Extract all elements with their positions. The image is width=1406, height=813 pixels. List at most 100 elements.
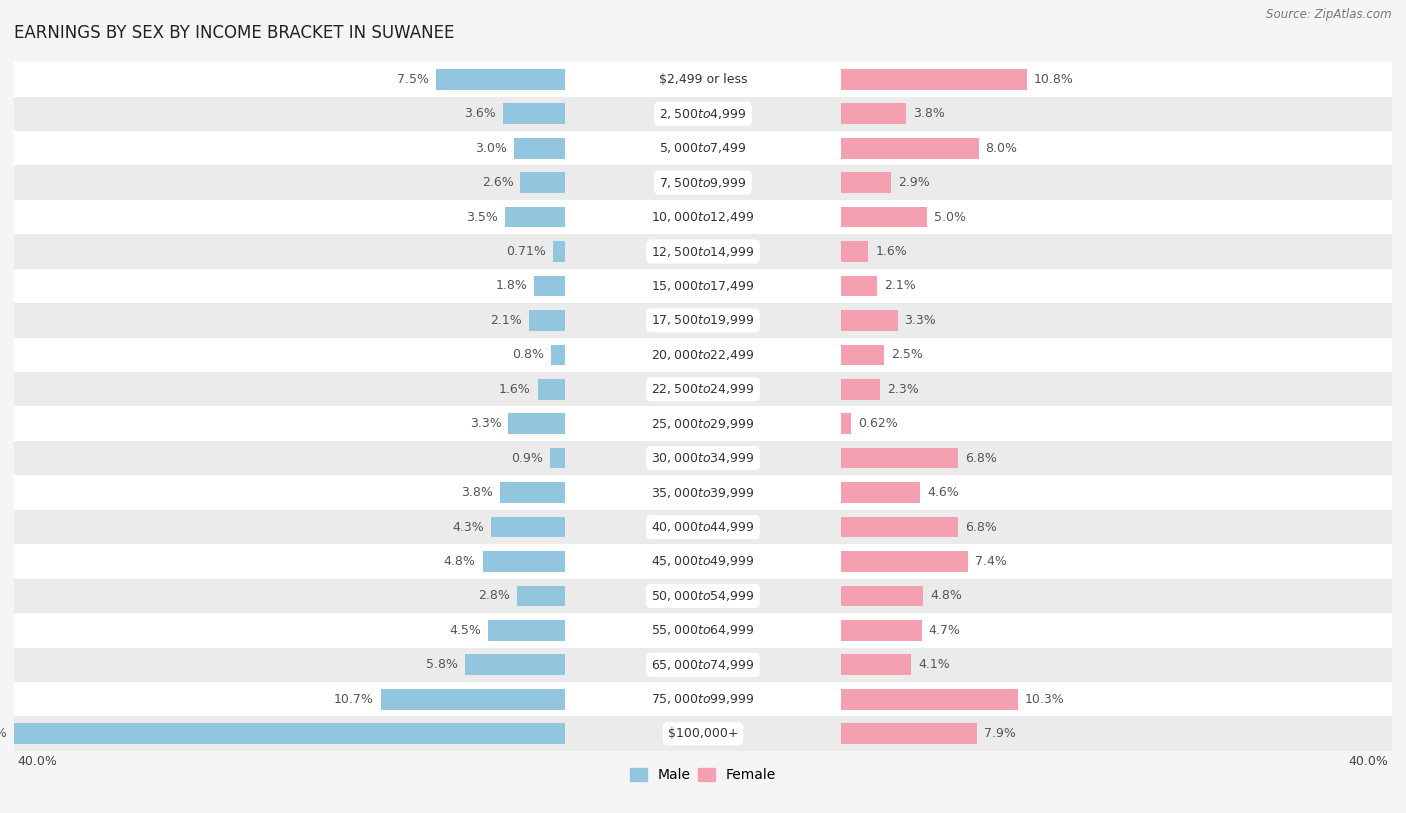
Text: $55,000 to $64,999: $55,000 to $64,999 [651,624,755,637]
Text: 1.6%: 1.6% [499,383,531,396]
Text: 4.7%: 4.7% [928,624,960,637]
Bar [381,689,565,710]
Text: 3.0%: 3.0% [475,141,506,154]
Text: 4.8%: 4.8% [931,589,962,602]
Text: 3.8%: 3.8% [461,486,494,499]
Bar [14,441,1392,476]
Text: 10.8%: 10.8% [1033,73,1074,86]
Bar [537,379,565,400]
Bar [841,69,1026,89]
Text: 4.3%: 4.3% [453,520,484,533]
Text: 0.62%: 0.62% [858,417,898,430]
Text: 1.8%: 1.8% [495,280,527,293]
Text: 8.0%: 8.0% [986,141,1018,154]
Bar [509,413,565,434]
Bar [841,689,1018,710]
Text: 0.9%: 0.9% [510,452,543,465]
Text: 2.5%: 2.5% [891,348,922,361]
Text: $12,500 to $14,999: $12,500 to $14,999 [651,245,755,259]
Bar [14,648,1392,682]
Bar [841,207,927,228]
Bar [14,544,1392,579]
Text: $50,000 to $54,999: $50,000 to $54,999 [651,589,755,603]
Text: 10.3%: 10.3% [1025,693,1064,706]
Text: $2,499 or less: $2,499 or less [659,73,747,86]
Text: 6.8%: 6.8% [965,452,997,465]
Text: $35,000 to $39,999: $35,000 to $39,999 [651,485,755,500]
Text: 4.5%: 4.5% [449,624,481,637]
Bar [841,517,957,537]
Text: 7.9%: 7.9% [984,727,1015,740]
Bar [841,345,884,365]
Bar [503,103,565,124]
Text: 7.5%: 7.5% [396,73,429,86]
Bar [534,276,565,296]
Bar [14,303,1392,337]
Text: 40.0%: 40.0% [1348,755,1389,768]
Bar [14,372,1392,406]
Text: 32.0%: 32.0% [0,727,7,740]
Bar [841,103,907,124]
Bar [499,482,565,503]
Bar [465,654,565,675]
Text: 2.6%: 2.6% [482,176,513,189]
Text: 4.6%: 4.6% [927,486,959,499]
Text: $45,000 to $49,999: $45,000 to $49,999 [651,554,755,568]
Text: 7.4%: 7.4% [976,555,1007,568]
Text: $65,000 to $74,999: $65,000 to $74,999 [651,658,755,672]
Bar [517,585,565,606]
Bar [841,448,957,468]
Bar [841,138,979,159]
Bar [14,269,1392,303]
Text: 40.0%: 40.0% [17,755,58,768]
Text: 3.8%: 3.8% [912,107,945,120]
Text: 3.5%: 3.5% [467,211,498,224]
Text: $17,500 to $19,999: $17,500 to $19,999 [651,313,755,328]
Text: $25,000 to $29,999: $25,000 to $29,999 [651,417,755,431]
Text: 0.71%: 0.71% [506,245,546,258]
Text: $75,000 to $99,999: $75,000 to $99,999 [651,692,755,706]
Text: $20,000 to $22,499: $20,000 to $22,499 [651,348,755,362]
Bar [14,97,1392,131]
Bar [841,379,880,400]
Text: 2.1%: 2.1% [884,280,915,293]
Bar [14,510,1392,544]
Text: 2.3%: 2.3% [887,383,920,396]
Text: $10,000 to $12,499: $10,000 to $12,499 [651,210,755,224]
Text: $5,000 to $7,499: $5,000 to $7,499 [659,141,747,155]
Text: 4.1%: 4.1% [918,659,950,672]
Text: 2.1%: 2.1% [491,314,522,327]
Text: EARNINGS BY SEX BY INCOME BRACKET IN SUWANEE: EARNINGS BY SEX BY INCOME BRACKET IN SUW… [14,24,454,42]
Text: 2.8%: 2.8% [478,589,510,602]
Text: 5.8%: 5.8% [426,659,458,672]
Text: Source: ZipAtlas.com: Source: ZipAtlas.com [1267,8,1392,21]
Bar [14,476,1392,510]
Bar [14,337,1392,372]
Bar [14,724,565,744]
Text: $30,000 to $34,999: $30,000 to $34,999 [651,451,755,465]
Bar [841,310,897,331]
Bar [14,716,1392,751]
Bar [491,517,565,537]
Text: $2,500 to $4,999: $2,500 to $4,999 [659,107,747,121]
Bar [14,200,1392,234]
Bar [551,345,565,365]
Bar [841,276,877,296]
Bar [14,682,1392,716]
Text: 0.8%: 0.8% [513,348,544,361]
Bar [841,241,869,262]
Bar [841,482,920,503]
Bar [505,207,565,228]
Text: 4.8%: 4.8% [444,555,475,568]
Bar [841,654,911,675]
Bar [841,551,969,572]
Bar [14,165,1392,200]
Bar [841,585,924,606]
Bar [841,413,852,434]
Bar [436,69,565,89]
Legend: Male, Female: Male, Female [624,763,782,788]
Bar [482,551,565,572]
Bar [14,62,1392,97]
Bar [14,613,1392,648]
Text: 3.6%: 3.6% [464,107,496,120]
